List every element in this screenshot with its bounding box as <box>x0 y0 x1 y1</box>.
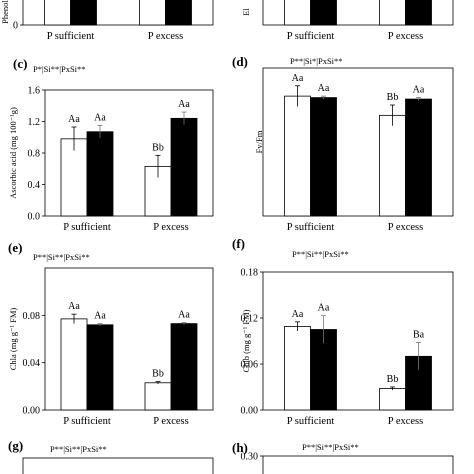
bar-minus-si <box>44 0 71 26</box>
y-axis-label: Chlb (mg g⁻¹ FM) <box>241 309 251 372</box>
bar-plus-si <box>170 323 198 411</box>
significance-letter: Bb <box>152 369 164 380</box>
significance-letter: Aa <box>292 73 304 84</box>
plot-frame <box>262 0 454 26</box>
significance-letter: Aa <box>178 99 190 110</box>
y-tick-label: 0.12 <box>241 314 259 325</box>
panel-label: (h) <box>232 440 248 455</box>
y-axis-label: Fv/Fm <box>254 130 264 153</box>
bar-minus-si <box>379 114 406 217</box>
panel-label: (f) <box>232 236 245 251</box>
y-tick-label: 0.06 <box>241 360 259 371</box>
bar-plus-si <box>405 0 432 26</box>
y-tick-label: 0.4 <box>28 180 41 191</box>
y-tick-label: 0.0 <box>28 212 41 223</box>
y-tick-label: 0.00 <box>241 406 259 417</box>
bar-plus-si <box>310 0 337 26</box>
significance-letter: Aa <box>178 309 190 320</box>
plot-frame <box>262 67 454 217</box>
bar-minus-si <box>60 318 88 411</box>
bar-minus-si <box>379 388 406 411</box>
x-tick-label: P excess <box>388 31 423 42</box>
x-tick-label: P sufficient <box>287 222 335 233</box>
bar-plus-si <box>310 97 337 217</box>
stats-annotation: P**|Si**|PxSi** <box>292 249 349 259</box>
significance-letter: Aa <box>318 303 330 314</box>
y-tick-label: 0.08 <box>23 311 41 322</box>
significance-letter: Bb <box>152 142 164 153</box>
panel-f: (f) P**|Si**|PxSi** 0.00 0.06 0.12 0.18 Chlb (… <box>232 236 454 427</box>
stats-annotation: P**|Si**|PxSi** <box>33 252 90 262</box>
bar-minus-si <box>60 138 88 217</box>
panel-label: (c) <box>13 56 27 71</box>
bar-plus-si <box>165 0 192 26</box>
y-tick-label: 0.30 <box>241 452 259 463</box>
y-tick-label: 0.00 <box>23 406 41 417</box>
bar-minus-si <box>284 0 311 26</box>
panel-c: (c) P*|Si**|PxSi** 0.0 0.4 0.8 1.2 1.6 Ascorbic… <box>8 56 214 233</box>
panel-d: (d) P**|Si*|PxSi** Fv/Fm Aa Aa P sufficient Bb… <box>232 54 454 233</box>
y-tick-label: 0.8 <box>28 149 41 160</box>
plot-frame <box>262 455 454 474</box>
bar-plus-si <box>70 0 97 26</box>
stats-annotation: P*|Si**|PxSi** <box>33 64 86 74</box>
x-tick-label: P excess <box>148 31 183 42</box>
x-tick-label: P excess <box>388 222 423 233</box>
y-tick-label: 0.04 <box>23 358 41 369</box>
bar-minus-si <box>379 0 406 26</box>
panel-g: (g) P**|Si**|PxSi** <box>8 438 214 474</box>
y-axis-label: Ascorbic acid (mg 100⁻¹g) <box>8 107 18 199</box>
significance-letter: Aa <box>94 112 106 123</box>
panel-label: (g) <box>8 438 23 453</box>
significance-letter: Ba <box>413 330 425 341</box>
x-tick-label: P excess <box>388 416 423 427</box>
x-tick-label: P sufficient <box>63 222 111 233</box>
plot-frame <box>262 271 454 411</box>
y-axis-label: Chla (mg g⁻¹ FM) <box>8 308 18 371</box>
bar-minus-si <box>284 95 311 217</box>
bar-plus-si <box>86 324 114 411</box>
stats-annotation: P**|Si**|PxSi** <box>302 442 359 452</box>
stats-annotation: P**|Si**|PxSi** <box>50 444 107 454</box>
y-axis-label: Phenol <box>0 0 10 24</box>
panel-e: (e) P**|Si**|PxSi** 0.00 0.04 0.08 Chla (mg g… <box>8 240 214 427</box>
x-tick-label: P excess <box>153 222 188 233</box>
y-tick-label: 0 <box>13 21 18 32</box>
significance-letter: Bb <box>387 374 399 385</box>
x-tick-label: P sufficient <box>63 416 111 427</box>
bar-minus-si <box>284 326 311 411</box>
significance-letter: Aa <box>94 311 106 322</box>
bar-plus-si <box>86 131 114 217</box>
y-tick-label: 1.6 <box>28 86 41 97</box>
y-tick-label: 0.18 <box>241 268 259 279</box>
y-axis-label: El <box>241 8 251 16</box>
x-tick-label: P sufficient <box>287 416 335 427</box>
significance-letter: Bb <box>387 92 399 103</box>
bar-plus-si <box>170 117 198 217</box>
significance-letter: Aa <box>318 83 330 94</box>
panel-b: El P sufficient P excess <box>241 0 454 42</box>
plot-frame <box>22 457 214 474</box>
panel-label: (d) <box>232 54 248 69</box>
significance-letter: Aa <box>292 309 304 320</box>
x-tick-label: P sufficient <box>287 31 335 42</box>
bar-plus-si <box>405 98 432 217</box>
significance-letter: Aa <box>68 301 80 312</box>
stats-annotation: P**|Si*|PxSi** <box>290 56 343 66</box>
x-tick-label: P sufficient <box>47 31 95 42</box>
bar-minus-si <box>139 0 166 26</box>
panel-h: (h) P**|Si**|PxSi** 0.30 <box>232 440 454 474</box>
plot-frame <box>22 0 214 26</box>
panel-label: (e) <box>8 240 22 255</box>
bar-minus-si <box>144 382 172 411</box>
significance-letter: Aa <box>68 114 80 125</box>
plot-frame <box>44 267 214 411</box>
x-tick-label: P excess <box>153 416 188 427</box>
significance-letter: Aa <box>413 85 425 96</box>
y-tick-label: 1.2 <box>28 117 41 128</box>
